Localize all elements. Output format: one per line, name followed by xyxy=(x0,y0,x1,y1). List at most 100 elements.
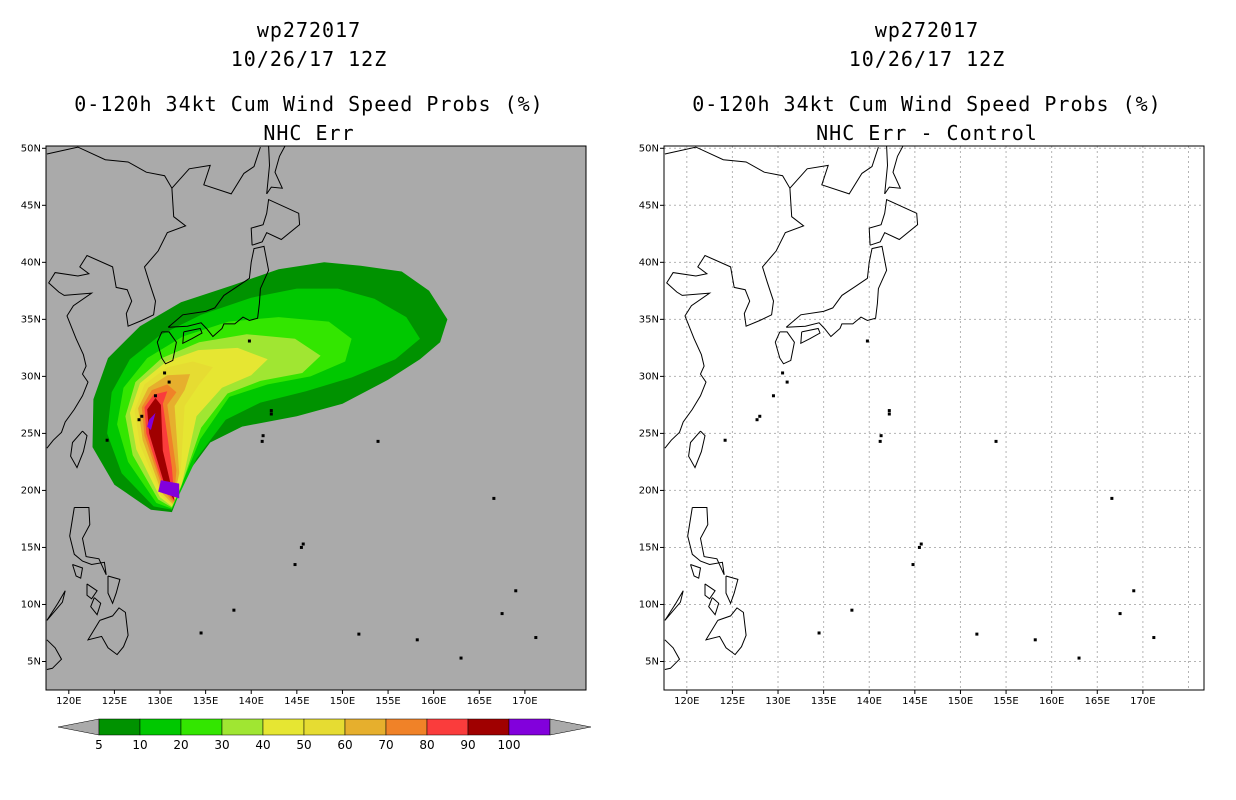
map-frame xyxy=(663,145,1205,691)
island xyxy=(771,394,775,398)
island xyxy=(817,631,821,635)
island xyxy=(1110,496,1114,500)
lat-label: 30N xyxy=(639,371,659,382)
island xyxy=(1152,636,1156,640)
coastline-segment xyxy=(664,639,681,670)
coastline-segment xyxy=(664,188,805,449)
island xyxy=(415,638,419,642)
colorbar-swatch xyxy=(139,718,182,736)
lat-label: 50N xyxy=(21,143,41,154)
island xyxy=(919,542,923,546)
lon-label: 125E xyxy=(720,696,745,707)
island xyxy=(865,339,869,343)
lon-label: 120E xyxy=(56,696,81,707)
coastline-segment xyxy=(46,639,63,670)
lon-label: 140E xyxy=(239,696,264,707)
coastline-segment xyxy=(156,331,177,365)
island xyxy=(153,394,157,398)
difference-map: 50N 45N 40N 35N 30N 25N 20N 15N 10N 5N 120E 125E 13… xyxy=(639,143,1205,707)
latitude-labels: 50N 45N 40N 35N 30N 25N 20N 15N 10N 5N xyxy=(21,143,46,667)
island xyxy=(758,414,762,418)
colorbar-label: 30 xyxy=(214,738,229,752)
coastline-segment xyxy=(69,507,107,576)
lon-label: 145E xyxy=(284,696,309,707)
island xyxy=(785,380,789,384)
lat-label: 35N xyxy=(639,314,659,325)
island xyxy=(105,438,109,442)
colorbar-swatch xyxy=(467,718,510,736)
lat-label: 45N xyxy=(21,200,41,211)
lon-label: 165E xyxy=(467,696,492,707)
panel-subtitle: NHC Err - Control xyxy=(816,121,1038,145)
colorbar-label: 40 xyxy=(255,738,270,752)
colorbar-swatch xyxy=(385,718,428,736)
coastline-segment xyxy=(687,507,725,576)
coastline-segment xyxy=(725,575,739,605)
island xyxy=(1132,589,1136,593)
lon-label: 155E xyxy=(993,696,1018,707)
island xyxy=(247,339,251,343)
lat-label: 25N xyxy=(21,428,41,439)
colorbar-swatch xyxy=(508,718,551,736)
colorbar-swatch xyxy=(426,718,469,736)
colorbar-swatch xyxy=(303,718,346,736)
island xyxy=(261,434,265,438)
island xyxy=(887,412,891,416)
lat-label: 10N xyxy=(639,599,659,610)
lat-label: 50N xyxy=(639,143,659,154)
island xyxy=(232,608,236,612)
colorbar-label: 20 xyxy=(173,738,188,752)
island xyxy=(269,412,273,416)
island xyxy=(167,380,171,384)
lon-label: 120E xyxy=(674,696,699,707)
coastline-segment xyxy=(107,575,121,605)
coastline-segment xyxy=(884,146,904,195)
lat-label: 20N xyxy=(639,485,659,496)
product-title: 0-120h 34kt Cum Wind Speed Probs (%) xyxy=(74,92,544,116)
island xyxy=(492,496,496,500)
island xyxy=(514,589,518,593)
coastline xyxy=(46,146,538,670)
coastline xyxy=(664,146,1156,670)
longitude-labels: 120E 125E 130E 135E 140E 145E 150E 155E 160E 165E… xyxy=(56,690,538,707)
island xyxy=(301,542,305,546)
coastline-segment xyxy=(266,146,271,194)
island xyxy=(878,439,882,443)
lat-label: 35N xyxy=(21,314,41,325)
colorbar-label: 80 xyxy=(419,738,434,752)
coastline-segment xyxy=(664,146,879,195)
colorbar-swatch xyxy=(98,718,141,736)
lon-label: 170E xyxy=(1130,696,1155,707)
coastline-segment xyxy=(884,146,889,194)
coastline-segment xyxy=(664,590,684,621)
probability-map: 50N 45N 40N 35N 30N 25N 20N 15N 10N 5N 120E 125E 13… xyxy=(21,143,592,752)
probability-contour-90 xyxy=(147,398,175,501)
island xyxy=(163,371,167,375)
lat-label: 40N xyxy=(639,257,659,268)
valid-datetime: 10/26/17 12Z xyxy=(230,47,388,71)
colorbar-swatch xyxy=(262,718,305,736)
probability-colorbar: 5 10 20 30 40 50 60 70 80 90 100 xyxy=(57,718,592,752)
coastline-segment xyxy=(800,327,821,345)
island xyxy=(850,608,854,612)
island xyxy=(293,563,297,567)
coastline-segment xyxy=(167,245,270,338)
island xyxy=(140,414,144,418)
coastline-segment xyxy=(46,590,66,621)
colorbar-label: 70 xyxy=(378,738,393,752)
product-title: 0-120h 34kt Cum Wind Speed Probs (%) xyxy=(692,92,1162,116)
lat-label: 20N xyxy=(21,485,41,496)
island xyxy=(917,545,921,549)
coastline-segment xyxy=(250,198,301,246)
island xyxy=(534,636,538,640)
lat-label: 45N xyxy=(639,200,659,211)
colorbar-label: 100 xyxy=(498,738,521,752)
island xyxy=(357,632,361,636)
storm-id: wp272017 xyxy=(874,18,980,42)
coastline-segment xyxy=(46,188,187,449)
coastline-segment xyxy=(868,198,919,246)
lon-label: 145E xyxy=(902,696,927,707)
lon-label: 130E xyxy=(765,696,790,707)
colorbar-high-arrow xyxy=(549,718,592,736)
latitude-labels: 50N 45N 40N 35N 30N 25N 20N 15N 10N 5N xyxy=(639,143,664,667)
